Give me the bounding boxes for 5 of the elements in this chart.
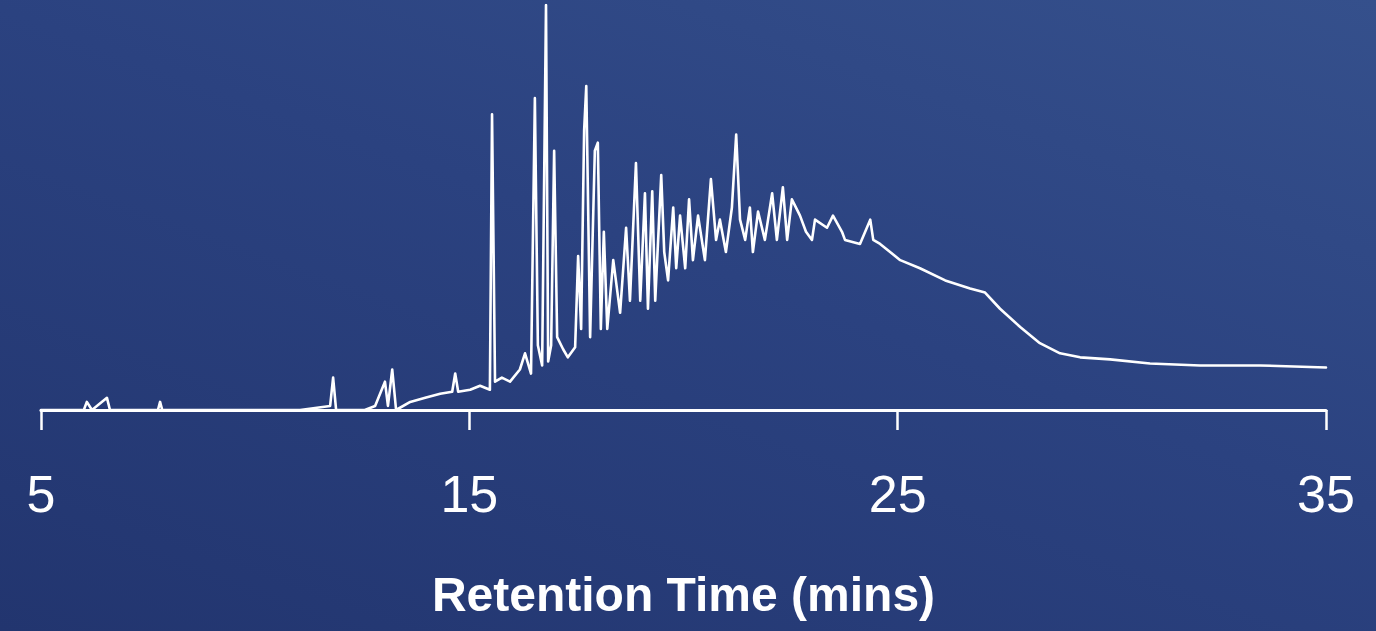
x-tick-label: 5 <box>26 465 56 523</box>
x-tick-label: 35 <box>1297 465 1355 523</box>
x-tick-label: 15 <box>440 465 499 523</box>
x-tick-label: 25 <box>868 465 927 523</box>
x-axis-title: Retention Time (mins) <box>431 567 936 621</box>
